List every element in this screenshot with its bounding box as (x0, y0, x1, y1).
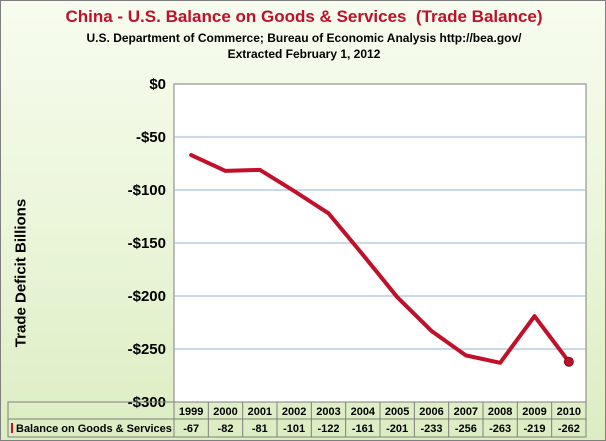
y-tick-label: -$100 (128, 182, 166, 199)
last-point-marker (563, 356, 574, 367)
x-tick-label: 2004 (351, 406, 376, 418)
data-table-value: -263 (489, 423, 511, 435)
data-table-value: -256 (455, 423, 477, 435)
data-table-value: -101 (283, 423, 305, 435)
x-tick-label: 2008 (488, 406, 512, 418)
x-tick-label: 2000 (213, 406, 237, 418)
y-tick-label: -$150 (128, 235, 166, 252)
data-table-value: -233 (420, 423, 442, 435)
x-tick-label: 1999 (179, 406, 203, 418)
x-tick-label: 2009 (522, 406, 546, 418)
y-tick-label: -$250 (128, 341, 166, 358)
x-tick-label: 2002 (282, 406, 306, 418)
data-table-value: -201 (386, 423, 408, 435)
series-line (189, 153, 571, 365)
data-table-value: -67 (183, 423, 199, 435)
x-tick-label: 2003 (316, 406, 340, 418)
data-table-value: -219 (523, 423, 545, 435)
data-table-value: -82 (218, 423, 234, 435)
y-tick-label: $0 (149, 76, 166, 93)
chart-subtitle-source: U.S. Department of Commerce; Bureau of E… (86, 31, 522, 45)
y-tick-label: -$50 (136, 129, 166, 146)
y-tick-label: -$200 (128, 288, 166, 305)
data-table-value: -81 (252, 423, 268, 435)
data-table-value: -161 (352, 423, 374, 435)
x-tick-label: 2007 (454, 406, 478, 418)
chart-title: China - U.S. Balance on Goods & Services… (65, 7, 543, 26)
x-tick-label: 2010 (557, 406, 581, 418)
x-tick-label: 2001 (248, 406, 272, 418)
chart-subtitle-extracted: Extracted February 1, 2012 (227, 47, 381, 61)
data-table-value: -122 (317, 423, 339, 435)
x-tick-label: 2005 (385, 406, 409, 418)
data-table-value: -262 (558, 423, 580, 435)
series-name-label: Balance on Goods & Services (16, 423, 172, 435)
x-tick-label: 2006 (419, 406, 443, 418)
